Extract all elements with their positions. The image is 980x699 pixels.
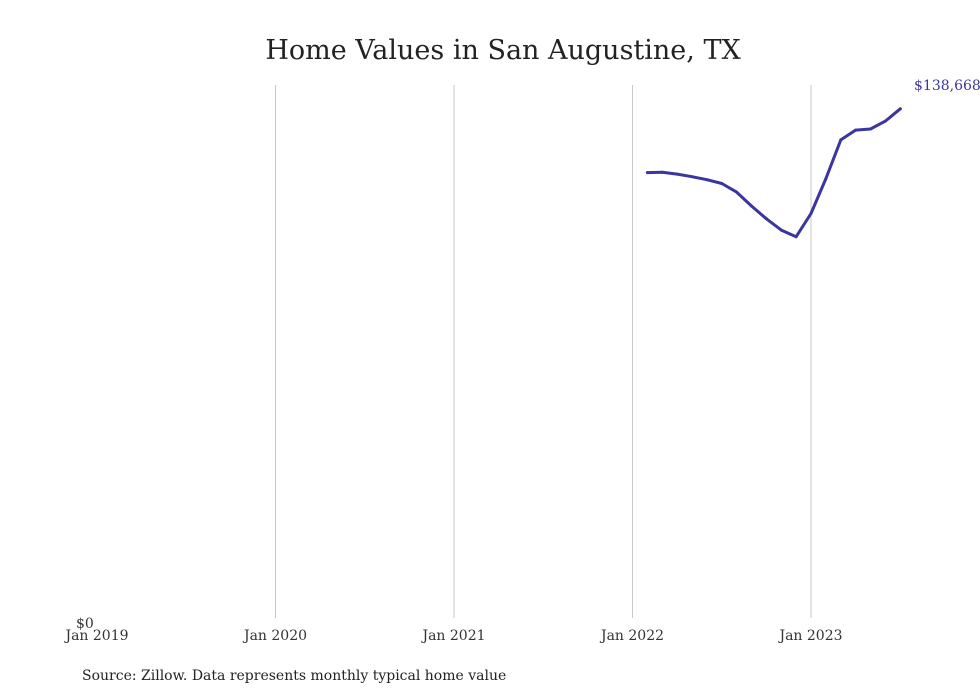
data-point-2023-02 [824, 177, 828, 181]
x-tick-label-2022: Jan 2022 [599, 628, 664, 644]
source-note: Source: Zillow. Data represents monthly … [82, 668, 507, 684]
data-point-2022-12 [794, 235, 798, 239]
data-point-2022-05 [690, 175, 694, 179]
data-point-2023-06 [883, 119, 887, 123]
data-point-2023-05 [869, 127, 872, 131]
data-point-2023-07 [898, 107, 902, 111]
series-line-home-values [645, 107, 902, 239]
data-point-2023-03 [839, 138, 843, 142]
x-tick-label-2020: Jan 2020 [242, 628, 307, 644]
data-point-2022-03 [660, 170, 664, 174]
data-point-2022-06 [705, 178, 709, 182]
x-tick-label-2019: Jan 2019 [63, 628, 128, 644]
series-points [645, 107, 902, 239]
data-point-2022-07 [720, 182, 724, 185]
data-point-2022-10 [764, 217, 768, 221]
data-point-2022-04 [675, 172, 679, 176]
y-tick-label-zero: $0 [76, 616, 94, 632]
data-point-2022-11 [779, 228, 783, 232]
x-tick-labels: Jan 2019 Jan 2020 Jan 2021 Jan 2022 Jan 2023 [63, 628, 842, 644]
data-point-2022-02 [645, 171, 649, 175]
x-tick-label-2021: Jan 2021 [420, 628, 485, 644]
data-point-2022-09 [750, 204, 753, 208]
gridlines [275, 85, 812, 618]
data-point-2022-08 [735, 190, 739, 194]
data-point-2023-01 [809, 212, 813, 215]
x-tick-label-2023: Jan 2023 [777, 628, 842, 644]
chart-title: Home Values in San Augustine, TX [265, 35, 741, 66]
data-point-2023-04 [854, 128, 858, 132]
end-value-label: $138,668 [914, 78, 980, 94]
